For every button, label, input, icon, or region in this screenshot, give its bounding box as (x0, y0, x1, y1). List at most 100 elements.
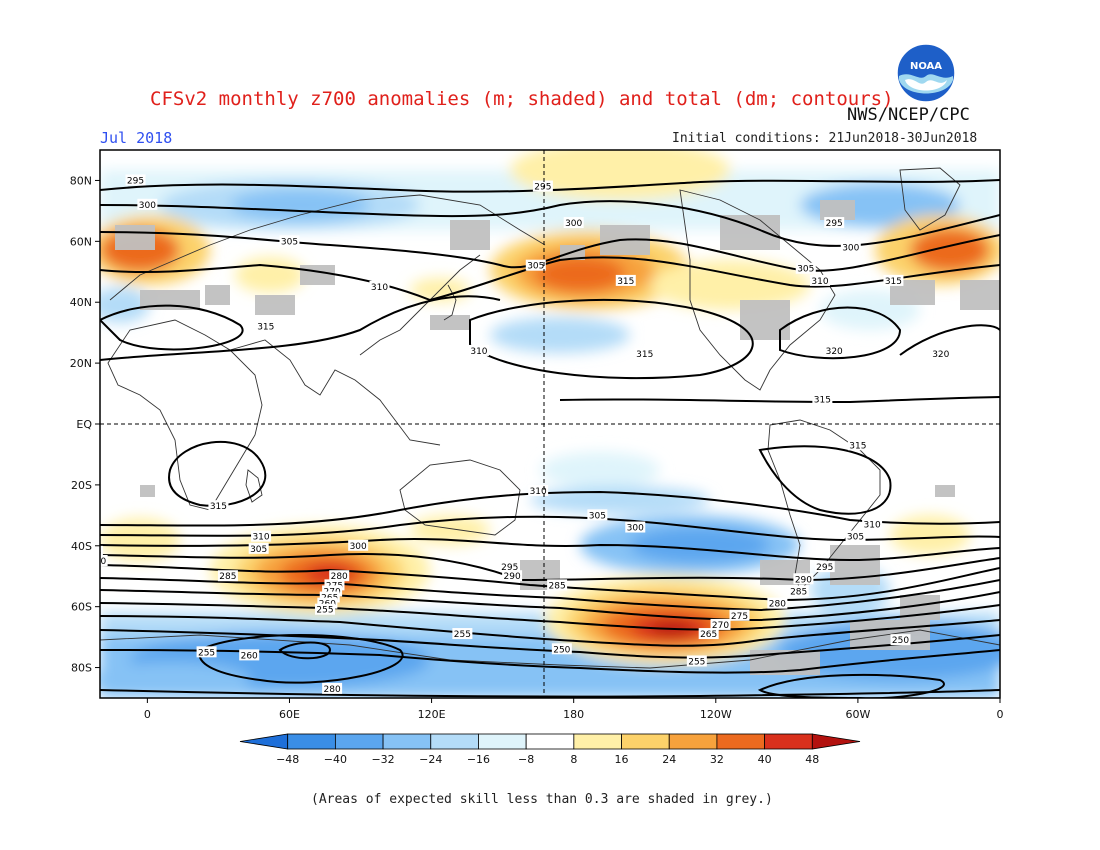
svg-text:290: 290 (795, 575, 812, 585)
noaa-logo: NOAA (896, 43, 956, 103)
lat-label: 60N (70, 235, 92, 248)
svg-text:285: 285 (549, 581, 566, 591)
svg-text:285: 285 (790, 587, 807, 597)
colorbar-tick-label: 48 (805, 753, 819, 766)
contour-label: 300 (563, 217, 584, 229)
colorbar-swatch (239, 733, 289, 750)
contour-label: 255 (196, 646, 217, 658)
contour-label: 280 (767, 597, 788, 610)
contour-label: 315 (812, 393, 833, 406)
contour-label: 290 (502, 570, 523, 582)
svg-text:315: 315 (257, 323, 274, 333)
svg-text:295: 295 (826, 219, 843, 229)
svg-text:280: 280 (331, 572, 348, 582)
svg-text:305: 305 (589, 511, 606, 521)
svg-text:305: 305 (250, 545, 267, 555)
contour-label: 305 (279, 235, 300, 247)
colorbar-tick-label: −32 (371, 753, 394, 766)
contour-label: 305 (248, 542, 269, 555)
contour-label: 315 (615, 274, 636, 287)
svg-text:265: 265 (700, 630, 717, 640)
colorbar-swatch (811, 733, 861, 750)
svg-text:305: 305 (281, 237, 298, 247)
contour-label: 275 (729, 609, 750, 622)
contour-label: 315 (847, 439, 868, 451)
svg-text:300: 300 (842, 243, 859, 253)
svg-text:255: 255 (454, 630, 471, 640)
svg-text:275: 275 (731, 612, 748, 622)
svg-text:310: 310 (530, 487, 547, 497)
colorbar-swatch (287, 733, 336, 750)
svg-text:295: 295 (816, 563, 833, 573)
contour-label: 260 (239, 649, 260, 661)
lat-axis: 80N 60N 40N 20N EQ 20S 40S 60S 80S (70, 174, 100, 675)
colorbar-swatch (334, 733, 384, 750)
svg-text:290: 290 (89, 557, 106, 567)
contour-label: 310 (251, 530, 272, 543)
svg-text:300: 300 (565, 219, 582, 229)
colorbar-swatch (430, 733, 479, 750)
contour-label: 255 (315, 603, 335, 616)
svg-text:280: 280 (769, 600, 786, 610)
colorbar-tick-label: 32 (710, 753, 724, 766)
contour-label: 285 (547, 579, 568, 591)
lon-label: 120E (418, 708, 446, 721)
svg-text:320: 320 (932, 350, 949, 360)
svg-text:255: 255 (198, 648, 215, 658)
contour-label: 295 (814, 561, 835, 573)
svg-text:315: 315 (210, 502, 227, 512)
svg-text:315: 315 (849, 441, 866, 451)
svg-text:255: 255 (316, 606, 333, 616)
lon-label: 60E (279, 708, 300, 721)
svg-text:300: 300 (627, 524, 644, 534)
colorbar-swatch (668, 733, 718, 750)
contour-label: 285 (788, 585, 809, 597)
svg-text:310: 310 (371, 283, 388, 293)
lon-label: 0 (144, 708, 151, 721)
lat-label: 40N (70, 296, 92, 309)
svg-text:250: 250 (892, 636, 909, 646)
contour-label: 295 (532, 180, 553, 193)
initial-conditions: Initial conditions: 21Jun2018-30Jun2018 (672, 131, 978, 146)
svg-text:290: 290 (504, 572, 521, 582)
contour-label: 300 (625, 521, 646, 534)
footnote: (Areas of expected skill less than 0.3 a… (311, 792, 773, 807)
contour-label: 280 (322, 682, 343, 695)
svg-text:310: 310 (470, 347, 487, 357)
lat-label: 20S (71, 479, 92, 492)
contour-label: 315 (883, 274, 904, 287)
svg-text:285: 285 (219, 572, 236, 582)
colorbar-tick-label: −16 (467, 753, 490, 766)
colorbar-tick-label: 40 (758, 753, 772, 766)
colorbar-tick-label: 24 (662, 753, 676, 766)
contour-label: 300 (348, 539, 369, 552)
svg-text:310: 310 (252, 533, 269, 543)
colorbar-swatch (764, 733, 813, 750)
contour-label: 290 (793, 573, 814, 585)
svg-text:295: 295 (127, 176, 144, 186)
svg-text:295: 295 (501, 563, 518, 573)
svg-text:255: 255 (688, 657, 705, 667)
contour-label: 300 (137, 198, 158, 211)
colorbar-swatch (716, 733, 766, 750)
contour-label: 285 (217, 570, 238, 582)
lat-label: 60S (71, 601, 92, 614)
svg-text:260: 260 (241, 651, 258, 661)
noaa-logo-text: NOAA (910, 61, 942, 72)
lon-label: 60W (845, 708, 870, 721)
contour-labels: 295 300 305 310 315 320 310 295 300 305 315 315 295 3… (89, 174, 951, 695)
lat-label: EQ (76, 418, 92, 431)
colorbar-tick-label: 16 (615, 753, 629, 766)
contour-label: 310 (810, 274, 830, 287)
contour-label: 310 (528, 484, 549, 497)
svg-text:315: 315 (814, 396, 831, 406)
colorbar-tick-label: −40 (324, 753, 347, 766)
contour-label: 265 (698, 628, 719, 640)
colorbar-swatch (525, 733, 575, 750)
forecast-month: Jul 2018 (100, 129, 173, 147)
lon-axis: 0 60E 120E 180 120W 60W 0 (144, 698, 1004, 721)
svg-text:315: 315 (617, 277, 634, 287)
height-contours (100, 179, 1000, 698)
colorbar-swatch (382, 733, 432, 750)
